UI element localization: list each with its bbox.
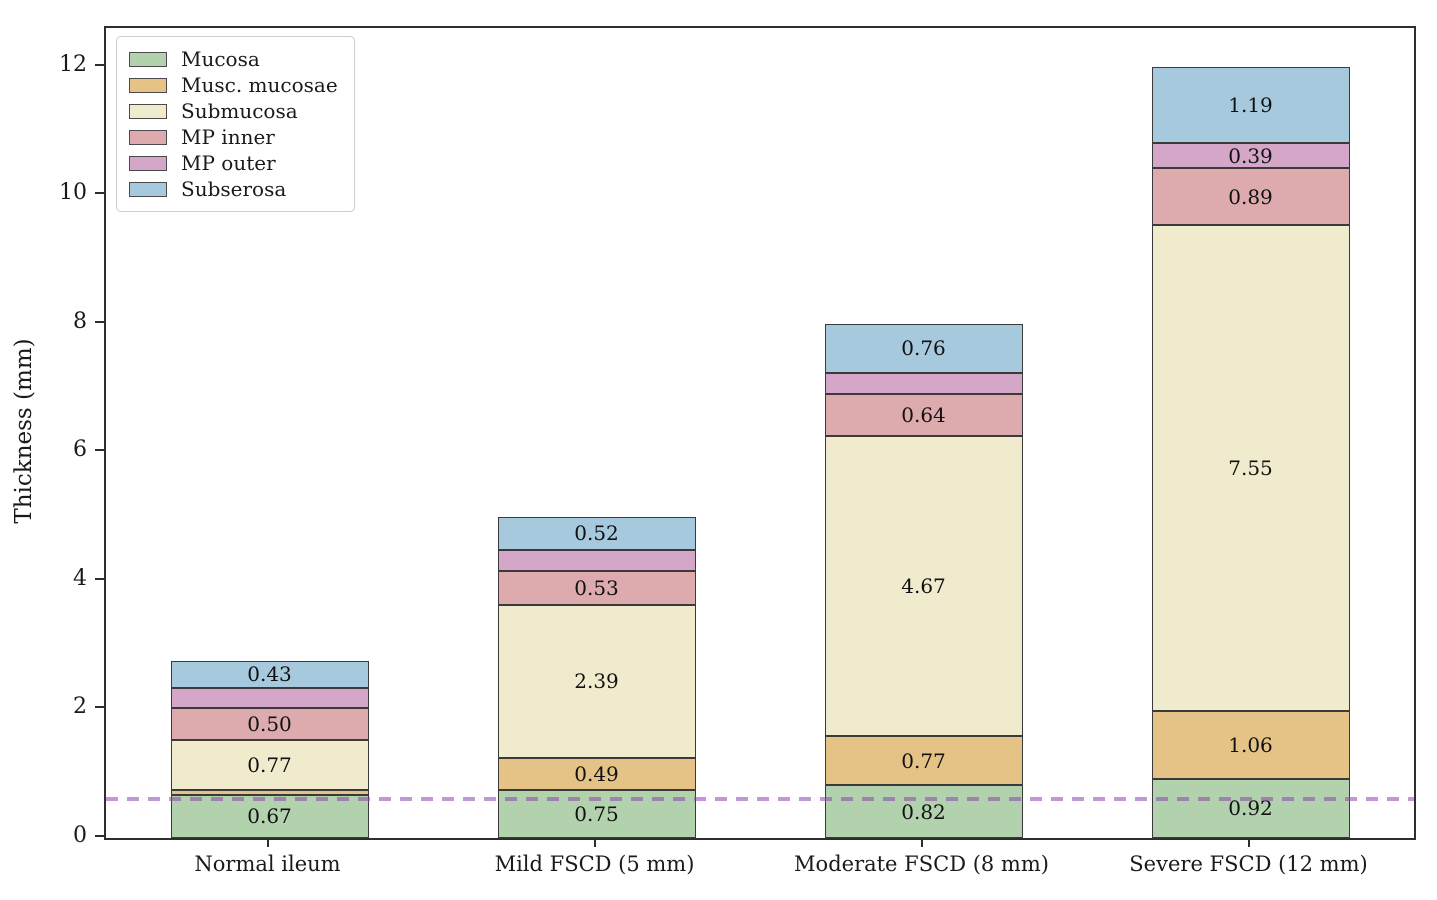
y-tick-label: 6 bbox=[73, 437, 87, 463]
legend-item-label: Musc. mucosae bbox=[181, 73, 338, 97]
y-tick-label: 4 bbox=[73, 565, 87, 591]
x-tick-label-0: Normal ileum bbox=[194, 852, 341, 876]
bar-segment bbox=[1151, 168, 1350, 226]
bar-segment bbox=[1151, 225, 1350, 711]
y-tick-mark bbox=[95, 192, 104, 195]
bar-segment bbox=[170, 740, 369, 790]
legend-item-label: Mucosa bbox=[181, 47, 260, 71]
bar-segment bbox=[497, 604, 696, 759]
bar-segment bbox=[824, 435, 1023, 736]
legend-swatch-icon bbox=[129, 51, 167, 67]
bar-segment bbox=[824, 735, 1023, 786]
bar-segment-label: 0.49 bbox=[574, 762, 619, 787]
y-tick-mark bbox=[95, 577, 104, 580]
legend-item-label: Submucosa bbox=[181, 99, 298, 123]
bar-segment-label: 0.75 bbox=[574, 801, 619, 826]
bar-segment bbox=[1151, 710, 1350, 779]
plot-area: 0.67 0.77 0.50 0.43 0.75 0.49 2.39 0.53 0.52 0.82… bbox=[104, 26, 1416, 840]
bar-segment-label: 0.50 bbox=[247, 712, 292, 737]
y-tick-label: 0 bbox=[73, 823, 87, 848]
bar-segment bbox=[1151, 143, 1350, 169]
legend-item-label: Subserosa bbox=[181, 177, 287, 201]
x-tick-label-2: Moderate FSCD (8 mm) bbox=[794, 852, 1049, 876]
legend-item: Musc. mucosae bbox=[129, 72, 338, 98]
bar-segment-label: 0.76 bbox=[901, 336, 946, 361]
y-tick-mark bbox=[95, 835, 104, 837]
x-tick-mark bbox=[266, 838, 269, 847]
bar-segment-label: 1.06 bbox=[1228, 732, 1273, 757]
x-tick-mark bbox=[593, 838, 596, 847]
bar-segment bbox=[170, 660, 369, 689]
legend-swatch-icon bbox=[129, 129, 167, 145]
bar-segment bbox=[824, 785, 1023, 838]
x-tick-label-3: Severe FSCD (12 mm) bbox=[1129, 852, 1368, 876]
bar-segment bbox=[824, 394, 1023, 436]
y-tick-mark bbox=[95, 449, 104, 452]
y-tick-label: 8 bbox=[73, 308, 87, 334]
bar-segment bbox=[824, 323, 1023, 373]
bar-segment bbox=[170, 789, 369, 795]
x-tick-mark bbox=[920, 838, 923, 847]
bar-segment-label: 2.39 bbox=[574, 669, 619, 694]
legend-swatch-icon bbox=[129, 103, 167, 119]
y-tick-label: 10 bbox=[59, 180, 87, 206]
y-tick-mark bbox=[95, 320, 104, 323]
bar-segment bbox=[497, 758, 696, 790]
legend-swatch-icon bbox=[129, 77, 167, 93]
legend-item: Mucosa bbox=[129, 46, 338, 72]
bar-segment-label: 0.77 bbox=[901, 748, 946, 773]
bar-segment-label: 0.64 bbox=[901, 403, 946, 427]
bar-segment-label: 0.39 bbox=[1228, 143, 1273, 168]
reference-line bbox=[106, 797, 1414, 802]
bar-segment-label: 0.52 bbox=[574, 521, 619, 546]
bar-segment-label: 0.53 bbox=[574, 575, 619, 600]
bar-segment-label: 0.67 bbox=[247, 804, 292, 829]
bar-segment bbox=[170, 708, 369, 741]
bar-segment bbox=[824, 372, 1023, 395]
legend-item: MP outer bbox=[129, 150, 338, 176]
y-tick-mark bbox=[95, 706, 104, 709]
bar-segment-label: 0.92 bbox=[1228, 796, 1273, 821]
bar-segment bbox=[497, 516, 696, 550]
y-tick-label: 12 bbox=[59, 51, 87, 77]
legend-item-label: MP outer bbox=[181, 151, 276, 175]
bar-segment bbox=[170, 794, 369, 838]
bar-segment-label: 0.89 bbox=[1228, 184, 1273, 209]
bar-segment-label: 4.67 bbox=[901, 573, 946, 598]
legend-item: Submucosa bbox=[129, 98, 338, 124]
x-tick-mark bbox=[1247, 838, 1250, 847]
y-tick-mark bbox=[95, 63, 104, 66]
bar-segment bbox=[497, 550, 696, 571]
bar-segment-label: 1.19 bbox=[1228, 92, 1273, 117]
bar-segment bbox=[497, 570, 696, 605]
y-axis-title: Thickness (mm) bbox=[11, 338, 37, 524]
bar-segment-label: 0.43 bbox=[247, 662, 292, 687]
legend-item: Subserosa bbox=[129, 176, 338, 202]
bar-segment bbox=[1151, 66, 1350, 144]
legend: Mucosa Musc. mucosae Submucosa MP inner MP o… bbox=[116, 36, 355, 212]
bar-segment bbox=[170, 688, 369, 709]
bar-segment-label: 0.82 bbox=[901, 799, 946, 824]
legend-swatch-icon bbox=[129, 181, 167, 197]
legend-item-label: MP inner bbox=[181, 125, 275, 149]
x-tick-label-1: Mild FSCD (5 mm) bbox=[494, 852, 695, 876]
bar-segment bbox=[1151, 778, 1350, 838]
legend-item: MP inner bbox=[129, 124, 338, 150]
bar-segment-label: 0.77 bbox=[247, 753, 292, 778]
bar-segment-label: 7.55 bbox=[1228, 456, 1273, 481]
y-tick-label: 2 bbox=[73, 694, 87, 720]
legend-swatch-icon bbox=[129, 155, 167, 171]
